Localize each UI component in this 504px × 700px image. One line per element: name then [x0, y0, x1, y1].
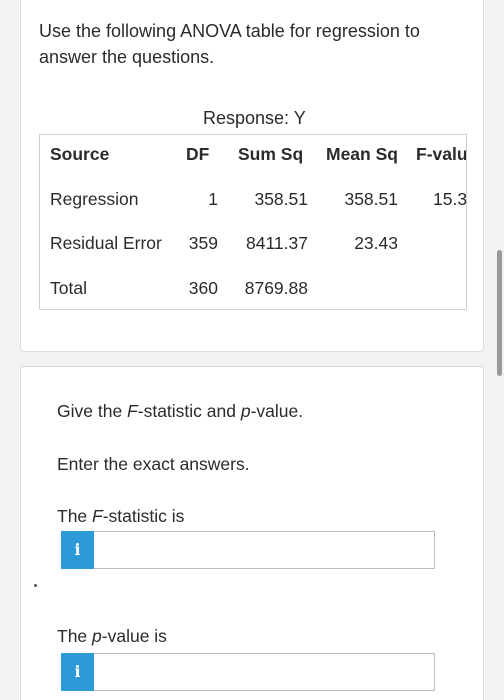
anova-card: Use the following ANOVA table for regres…: [20, 0, 484, 352]
row-residual-source: Residual Error: [50, 233, 162, 253]
question-prompt: Give the F-statistic and p-value.: [57, 401, 303, 422]
row-total-source: Total: [50, 278, 87, 298]
p-value-input-row: i: [61, 653, 435, 691]
row-residual-sum-sq: 8411.37: [246, 233, 308, 253]
f-label-text-2: -statistic is: [102, 506, 185, 526]
info-icon[interactable]: i: [61, 653, 94, 691]
response-label: Response: Y: [203, 108, 306, 128]
row-regression-sum-sq: 358.51: [254, 189, 308, 209]
f-label-var: F: [92, 506, 103, 526]
header-sum-sq: Sum Sq: [238, 144, 304, 164]
p-label-var: p: [92, 626, 102, 646]
prompt-text-2: -statistic and: [137, 401, 241, 421]
prompt-text-3: -value.: [250, 401, 304, 421]
prompt-var-p: p: [240, 401, 251, 421]
row-regression-df: 1: [208, 189, 218, 209]
f-statistic-input-row: i: [61, 531, 435, 569]
row-regression-f-value: 15.3: [433, 189, 467, 209]
header-f-value: F-valu: [416, 144, 467, 164]
row-residual-mean-sq: 23.43: [354, 233, 398, 253]
row-regression-mean-sq: 358.51: [344, 189, 398, 209]
row-total-sum-sq: 8769.88: [244, 278, 308, 298]
p-value-label: The p-value is: [57, 626, 167, 647]
f-statistic-label: The F-statistic is: [57, 506, 184, 527]
anova-table: Source DF Sum Sq Mean Sq F-valu Regressi…: [39, 134, 467, 310]
header-df: DF: [186, 144, 210, 164]
p-label-text-1: The: [57, 626, 93, 646]
f-label-text-1: The: [57, 506, 93, 526]
question-card: Give the F-statistic and p-value. Enter …: [20, 366, 484, 700]
period-mark: [34, 584, 37, 587]
scrollbar[interactable]: [497, 250, 502, 376]
intro-text: Use the following ANOVA table for regres…: [39, 21, 420, 67]
prompt-text-1: Give the: [57, 401, 128, 421]
prompt-var-f: F: [127, 401, 138, 421]
row-regression-source: Regression: [50, 189, 139, 209]
p-value-input[interactable]: [95, 654, 433, 690]
info-icon[interactable]: i: [61, 531, 94, 569]
row-total-df: 360: [188, 278, 218, 298]
p-label-text-2: -value is: [101, 626, 167, 646]
f-statistic-input[interactable]: [95, 532, 433, 568]
header-source: Source: [50, 144, 110, 164]
header-mean-sq: Mean Sq: [326, 144, 398, 164]
row-residual-df: 359: [188, 233, 218, 253]
instructions-text: Enter the exact answers.: [57, 454, 250, 474]
